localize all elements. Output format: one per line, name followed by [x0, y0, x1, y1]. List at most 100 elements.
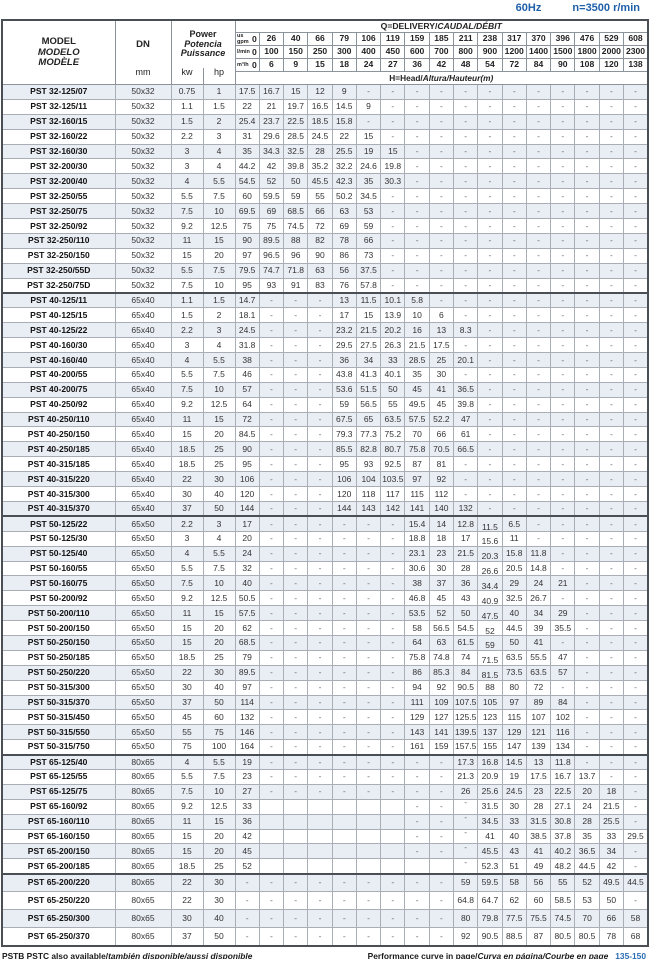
- head-value-cell: 91: [283, 277, 309, 294]
- head-value-cell: 59: [453, 872, 479, 893]
- frequency-label: 60Hz: [515, 2, 542, 14]
- table-row: PST 32-125/11 50x32 1.1 1.5 22 21 19.7 16.5 14.5…: [1, 98, 649, 115]
- head-value-cell: -: [598, 634, 625, 651]
- head-value-cell: 75: [234, 218, 260, 234]
- head-value-cell: -: [404, 909, 430, 929]
- dn-cell: 65x40: [114, 381, 172, 398]
- model-cell: PST 40-250/92: [1, 396, 116, 413]
- head-value-cell: -: [574, 262, 600, 279]
- dn-cell: 80x65: [114, 798, 172, 815]
- kw-cell: 45: [170, 709, 204, 726]
- head-value-cell: -: [525, 366, 552, 383]
- head-value-cell: 60: [234, 188, 260, 205]
- head-value-cell: 146: [234, 724, 260, 741]
- head-value-cell: -: [331, 872, 357, 893]
- power-header-cell: Power Potencia Puissance kw hp: [170, 19, 236, 85]
- head-value-cell: 88: [477, 679, 503, 696]
- head-value-cell: -: [574, 188, 600, 205]
- hp-cell: 30: [202, 471, 236, 488]
- head-value-cell: -: [331, 783, 357, 800]
- head-value-cell: 35: [574, 828, 600, 845]
- model-cell: PST 32-160/22: [1, 128, 116, 145]
- dn-cell: 50x32: [114, 128, 172, 145]
- head-value-cell: -: [307, 605, 333, 622]
- head-value-cell: -: [477, 188, 503, 205]
- head-value-cell: -: [258, 872, 285, 893]
- dn-cell: 65x50: [114, 709, 172, 726]
- head-value-cell: 8.3: [453, 322, 479, 339]
- head-value-cell: -: [525, 396, 552, 413]
- head-value-cell: -: [574, 113, 600, 130]
- head-value-cell: -: [380, 188, 406, 205]
- hp-cell: 60: [202, 709, 236, 726]
- dn-cell: 80x65: [114, 891, 172, 911]
- head-value-cell: -: [477, 381, 503, 398]
- head-value-cell: 14.5: [331, 98, 357, 115]
- model-cell: PST 50-250/220: [1, 664, 116, 681]
- head-value-cell: 30: [428, 560, 455, 577]
- dn-cell: 50x32: [114, 262, 172, 279]
- hp-cell: 20: [202, 843, 236, 860]
- model-cell: PST 40-315/370: [1, 500, 116, 517]
- head-value-cell: 105: [477, 694, 503, 711]
- head-value-cell: 42: [598, 858, 625, 875]
- model-cell: PST 65-160/110: [1, 813, 116, 830]
- head-value-cell: -: [404, 158, 430, 175]
- head-value-cell: -: [428, 783, 455, 800]
- head-value-cell: [331, 798, 357, 815]
- table-row: PST 50-125/30 65x50 3 4 20- - - - - -18.8 18 17 15.6…: [1, 530, 649, 547]
- head-value-cell: -: [598, 545, 625, 562]
- head-value-cell: 69: [258, 203, 285, 220]
- head-value-cell: -: [355, 679, 382, 696]
- head-value-cell: -: [623, 352, 649, 368]
- head-value-cell: 80.5: [574, 927, 600, 947]
- head-value-cell: -: [501, 471, 527, 488]
- head-value-cell: -: [283, 620, 309, 636]
- dn-cell: 50x32: [114, 218, 172, 234]
- head-value-cell: -: [331, 891, 357, 911]
- table-row: PST 40-250/110 65x40 11 15 72- - -67.5 65 63.5 57…: [1, 411, 649, 428]
- table-row: PST 40-250/150 65x40 15 20 84.5- - -79.3 77.3 75…: [1, 426, 649, 443]
- head-value-cell: -: [258, 352, 285, 368]
- head-value-cell: 16.7: [550, 768, 576, 785]
- head-value-cell: 35: [404, 366, 430, 383]
- head-value-cell: -: [428, 768, 455, 785]
- head-value-cell: [380, 828, 406, 845]
- flow-value-cell: 238: [477, 32, 503, 46]
- head-value-cell: 62: [234, 620, 260, 636]
- flow-value-cell: 185: [428, 32, 455, 46]
- head-value-cell: 23: [525, 783, 552, 800]
- head-value-cell: 37.8: [550, 828, 576, 845]
- head-value-cell: -: [477, 247, 503, 264]
- head-value-cell: -: [307, 545, 333, 562]
- flow-value-cell: 450: [380, 45, 406, 59]
- head-value-cell: -: [283, 694, 309, 711]
- head-value-cell: 38: [234, 352, 260, 368]
- flow-value-cell: 2300: [623, 45, 649, 59]
- head-value-cell: 26.3: [380, 337, 406, 354]
- head-value-cell: -: [598, 262, 625, 279]
- power-label-en: Power: [189, 29, 217, 40]
- flow-unit-cell: m³/h 0: [234, 58, 260, 72]
- dn-cell: 65x50: [114, 664, 172, 681]
- head-value-cell: -: [525, 307, 552, 324]
- head-value-cell: -: [283, 530, 309, 547]
- head-value-cell: -: [574, 337, 600, 354]
- head-value-cell: 79.8: [477, 909, 503, 929]
- head-value-cell: -: [550, 426, 576, 443]
- head-value-cell: -: [380, 232, 406, 249]
- head-value-cell: 58: [623, 909, 649, 929]
- flow-value-cell: 24: [355, 58, 382, 72]
- flow-value-cell: 26: [258, 32, 285, 46]
- head-value-cell: 35: [355, 173, 382, 190]
- head-value-cell: 164: [234, 739, 260, 756]
- head-value-cell: 125.5: [453, 709, 479, 726]
- model-cell: PST 40-125/11: [1, 291, 116, 309]
- head-value-cell: -: [307, 291, 333, 309]
- head-value-cell: 35: [234, 143, 260, 160]
- head-value-cell: -: [380, 545, 406, 562]
- head-value-cell: 52: [234, 858, 260, 875]
- flow-value-cell: 1400: [525, 45, 552, 59]
- dn-cell: 50x32: [114, 84, 172, 100]
- head-value-cell: -: [623, 277, 649, 294]
